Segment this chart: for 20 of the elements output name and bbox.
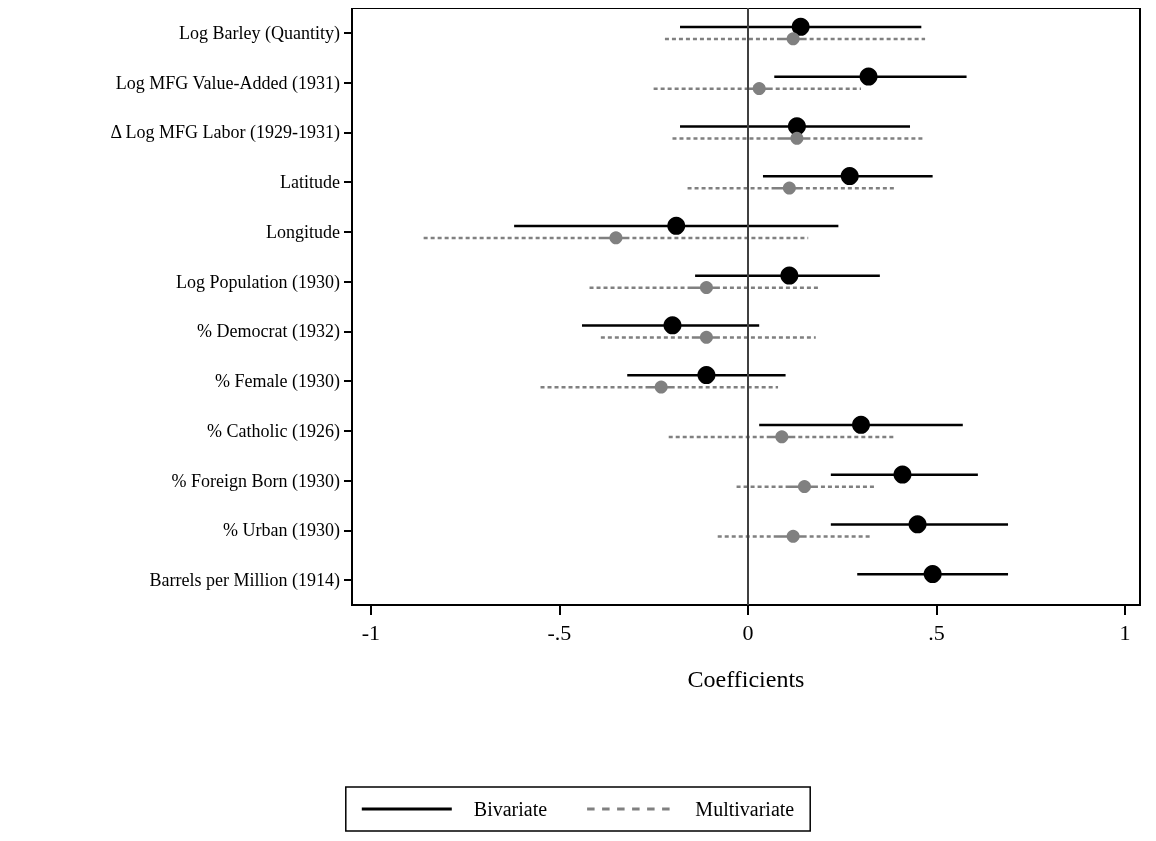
x-tick-label: -1 [361,619,381,645]
y-tick-label: Longitude [266,221,340,242]
y-tick-label: Latitude [280,172,340,193]
y-tick-label: Log MFG Value-Added (1931) [115,72,340,94]
y-tick-label: % Foreign Born (1930) [171,470,340,492]
x-tick-label: 1 [1119,619,1131,645]
legend-label: Multivariate [695,798,795,820]
y-tick-label: % Female (1930) [215,371,340,393]
legend-label: Bivariate [473,798,548,820]
y-tick-label: % Democrat (1932) [197,321,340,343]
x-axis-title: Coefficients [687,666,805,692]
y-tick-label: Δ Log MFG Labor (1929-1931) [110,122,340,144]
y-tick-label: Log Barley (Quantity) [179,22,340,44]
x-tick-label: .5 [928,619,945,645]
y-tick-label: Log Population (1930) [176,271,340,293]
y-tick-label: % Catholic (1926) [207,420,340,442]
x-tick-label: -.5 [547,619,572,645]
y-tick-label: % Urban (1930) [223,520,340,542]
y-tick-label: Barrels per Million (1914) [149,570,340,592]
x-tick-label: 0 [742,619,754,645]
